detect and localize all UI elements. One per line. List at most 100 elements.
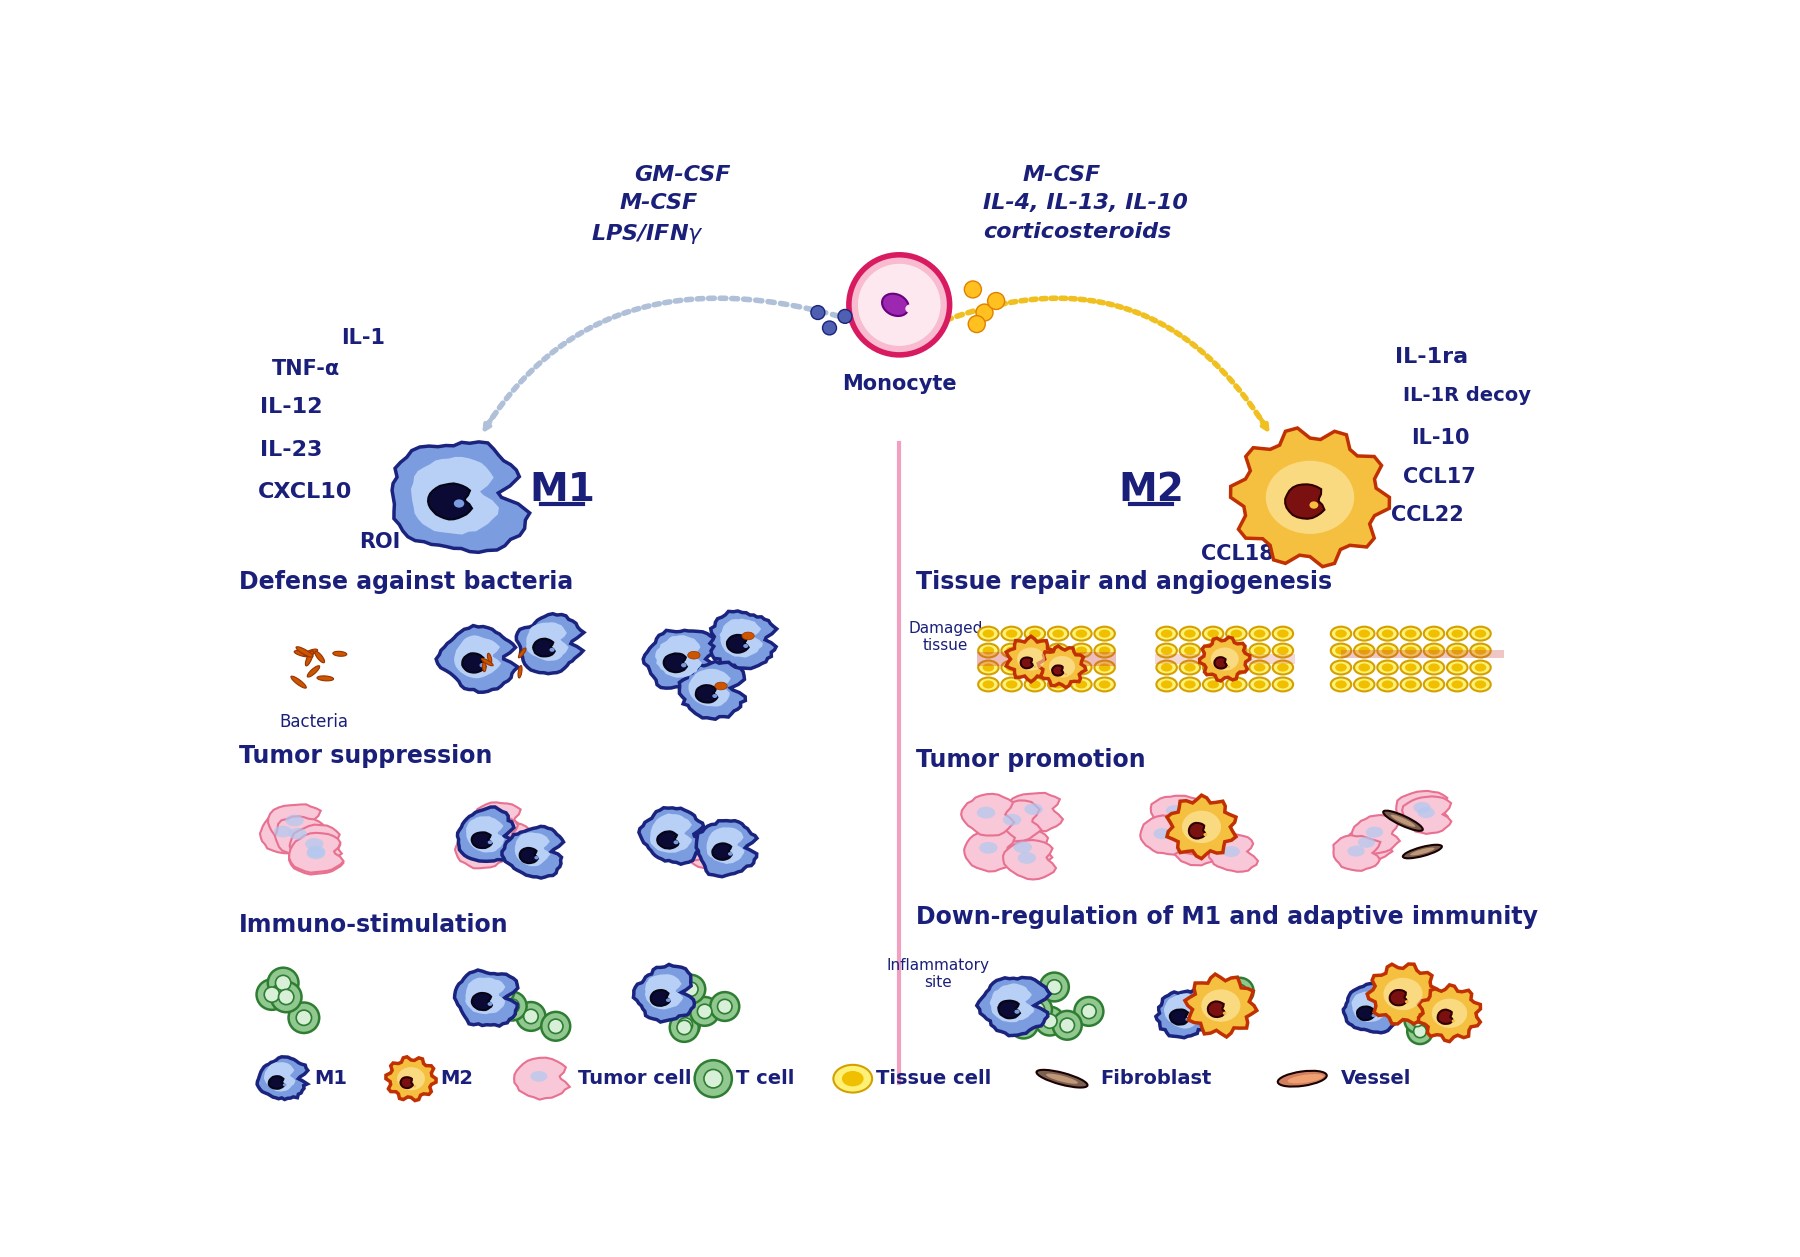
Circle shape (486, 975, 515, 1004)
Circle shape (988, 293, 1004, 309)
Ellipse shape (488, 1002, 493, 1006)
Ellipse shape (1226, 678, 1247, 691)
Ellipse shape (979, 842, 997, 854)
Ellipse shape (1094, 627, 1114, 641)
Ellipse shape (1204, 833, 1208, 836)
Circle shape (679, 1018, 693, 1032)
Text: Down-regulation of M1 and adaptive immunity: Down-regulation of M1 and adaptive immun… (916, 905, 1539, 929)
Polygon shape (1334, 835, 1381, 871)
Ellipse shape (1359, 630, 1370, 637)
Text: ROI: ROI (360, 532, 401, 552)
Ellipse shape (1359, 680, 1370, 689)
Ellipse shape (1179, 661, 1201, 675)
Ellipse shape (1447, 644, 1467, 657)
Circle shape (1199, 988, 1226, 1016)
Polygon shape (1170, 1009, 1188, 1024)
Polygon shape (455, 970, 518, 1026)
Ellipse shape (1094, 644, 1114, 657)
Polygon shape (463, 654, 486, 672)
Ellipse shape (1161, 680, 1172, 689)
Ellipse shape (1451, 630, 1463, 637)
Circle shape (542, 1012, 571, 1041)
Ellipse shape (1202, 678, 1224, 691)
Ellipse shape (1053, 630, 1064, 637)
Ellipse shape (1406, 630, 1417, 637)
Ellipse shape (1030, 664, 1040, 671)
Polygon shape (689, 842, 724, 869)
Text: GM-CSF: GM-CSF (634, 165, 731, 185)
Circle shape (1053, 1011, 1082, 1040)
Ellipse shape (1273, 627, 1292, 641)
Polygon shape (1208, 1002, 1224, 1017)
Ellipse shape (1424, 678, 1444, 691)
Ellipse shape (1024, 627, 1046, 641)
Ellipse shape (1231, 664, 1242, 671)
Polygon shape (515, 1057, 571, 1100)
Polygon shape (1006, 793, 1064, 831)
Circle shape (689, 997, 720, 1026)
Circle shape (1413, 1024, 1426, 1038)
Polygon shape (1172, 828, 1222, 865)
Ellipse shape (1406, 1001, 1409, 1003)
Ellipse shape (1064, 674, 1067, 675)
Polygon shape (257, 1057, 308, 1100)
Circle shape (1035, 1007, 1064, 1036)
Text: Vessel: Vessel (1341, 1070, 1411, 1089)
Ellipse shape (977, 644, 999, 657)
Polygon shape (679, 661, 745, 719)
Ellipse shape (1094, 678, 1114, 691)
Text: IL-10: IL-10 (1411, 429, 1469, 447)
Ellipse shape (1276, 630, 1289, 637)
Ellipse shape (1382, 680, 1393, 689)
Ellipse shape (1003, 813, 1021, 826)
Ellipse shape (1184, 664, 1195, 671)
Circle shape (549, 1019, 563, 1033)
Ellipse shape (1406, 664, 1417, 671)
Ellipse shape (1046, 1073, 1078, 1084)
Ellipse shape (1427, 646, 1440, 655)
Ellipse shape (1033, 666, 1037, 667)
Ellipse shape (1228, 666, 1229, 667)
Ellipse shape (454, 499, 464, 508)
Polygon shape (664, 654, 688, 672)
Polygon shape (515, 832, 551, 866)
Polygon shape (1208, 833, 1258, 872)
Text: corticosteroids: corticosteroids (983, 221, 1172, 241)
Circle shape (1390, 985, 1415, 1012)
Ellipse shape (1382, 646, 1393, 655)
Polygon shape (268, 1076, 284, 1089)
Polygon shape (472, 993, 491, 1011)
Polygon shape (1139, 816, 1188, 855)
Polygon shape (1190, 823, 1206, 838)
Ellipse shape (1249, 661, 1269, 675)
Ellipse shape (497, 833, 513, 845)
Ellipse shape (1471, 661, 1490, 675)
Polygon shape (1397, 791, 1447, 827)
Circle shape (718, 999, 733, 1013)
Ellipse shape (470, 842, 488, 854)
Circle shape (1404, 1008, 1429, 1033)
Ellipse shape (1226, 661, 1247, 675)
Circle shape (1017, 1017, 1031, 1031)
Ellipse shape (1377, 627, 1399, 641)
Text: Tumor cell: Tumor cell (578, 1070, 691, 1089)
Circle shape (670, 1013, 698, 1042)
Text: Monocyte: Monocyte (842, 375, 956, 395)
Ellipse shape (1094, 661, 1114, 675)
Ellipse shape (1161, 664, 1172, 671)
Circle shape (1042, 1014, 1057, 1028)
Ellipse shape (1417, 807, 1435, 818)
Ellipse shape (535, 856, 538, 860)
Ellipse shape (1156, 661, 1177, 675)
Text: Tumor suppression: Tumor suppression (239, 744, 493, 768)
Ellipse shape (398, 1067, 425, 1090)
Circle shape (493, 983, 508, 997)
Ellipse shape (1402, 845, 1442, 859)
Polygon shape (1156, 989, 1215, 1038)
Ellipse shape (977, 807, 995, 818)
Text: T cell: T cell (736, 1070, 796, 1089)
Ellipse shape (1471, 678, 1490, 691)
Ellipse shape (1156, 678, 1177, 691)
Ellipse shape (742, 632, 754, 640)
Ellipse shape (1030, 680, 1040, 689)
